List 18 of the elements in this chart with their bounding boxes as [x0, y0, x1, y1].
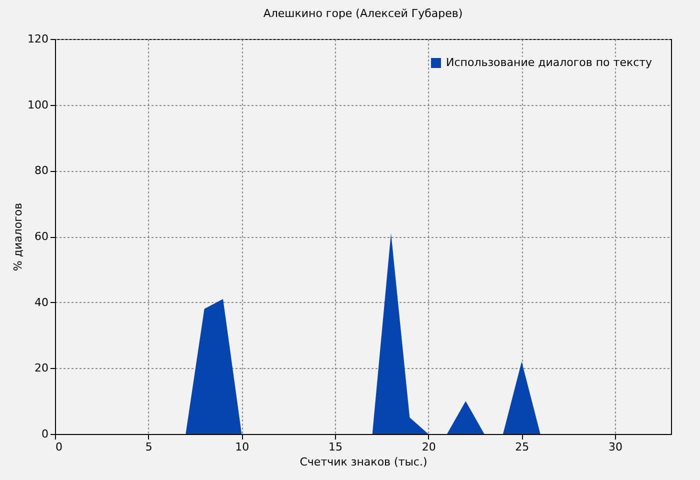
- x-tick-label: 10: [235, 440, 250, 454]
- y-tick-label: 40: [34, 296, 48, 309]
- y-tick-label: 120: [28, 32, 48, 46]
- y-tick-label: 100: [28, 98, 48, 112]
- chart-title: Алешкино горе (Алексей Губарев): [263, 7, 463, 20]
- x-axis-title: Счетчик знаков (тыс.): [300, 456, 428, 468]
- x-tick-label: 5: [145, 440, 152, 454]
- y-tick-label: 60: [34, 230, 48, 243]
- y-tick-label: 80: [34, 164, 48, 178]
- x-tick-label: 30: [608, 440, 622, 454]
- y-tick-label: 20: [34, 362, 48, 375]
- y-tick-label: 0: [42, 428, 48, 440]
- x-tick-label: 15: [328, 440, 342, 454]
- x-tick-label: 0: [56, 440, 62, 454]
- x-tick-label: 20: [422, 440, 436, 454]
- legend-label: Использование диалогов по тексту: [446, 56, 653, 69]
- y-axis-title: % диалогов: [12, 202, 25, 272]
- x-tick-label: 25: [515, 440, 530, 454]
